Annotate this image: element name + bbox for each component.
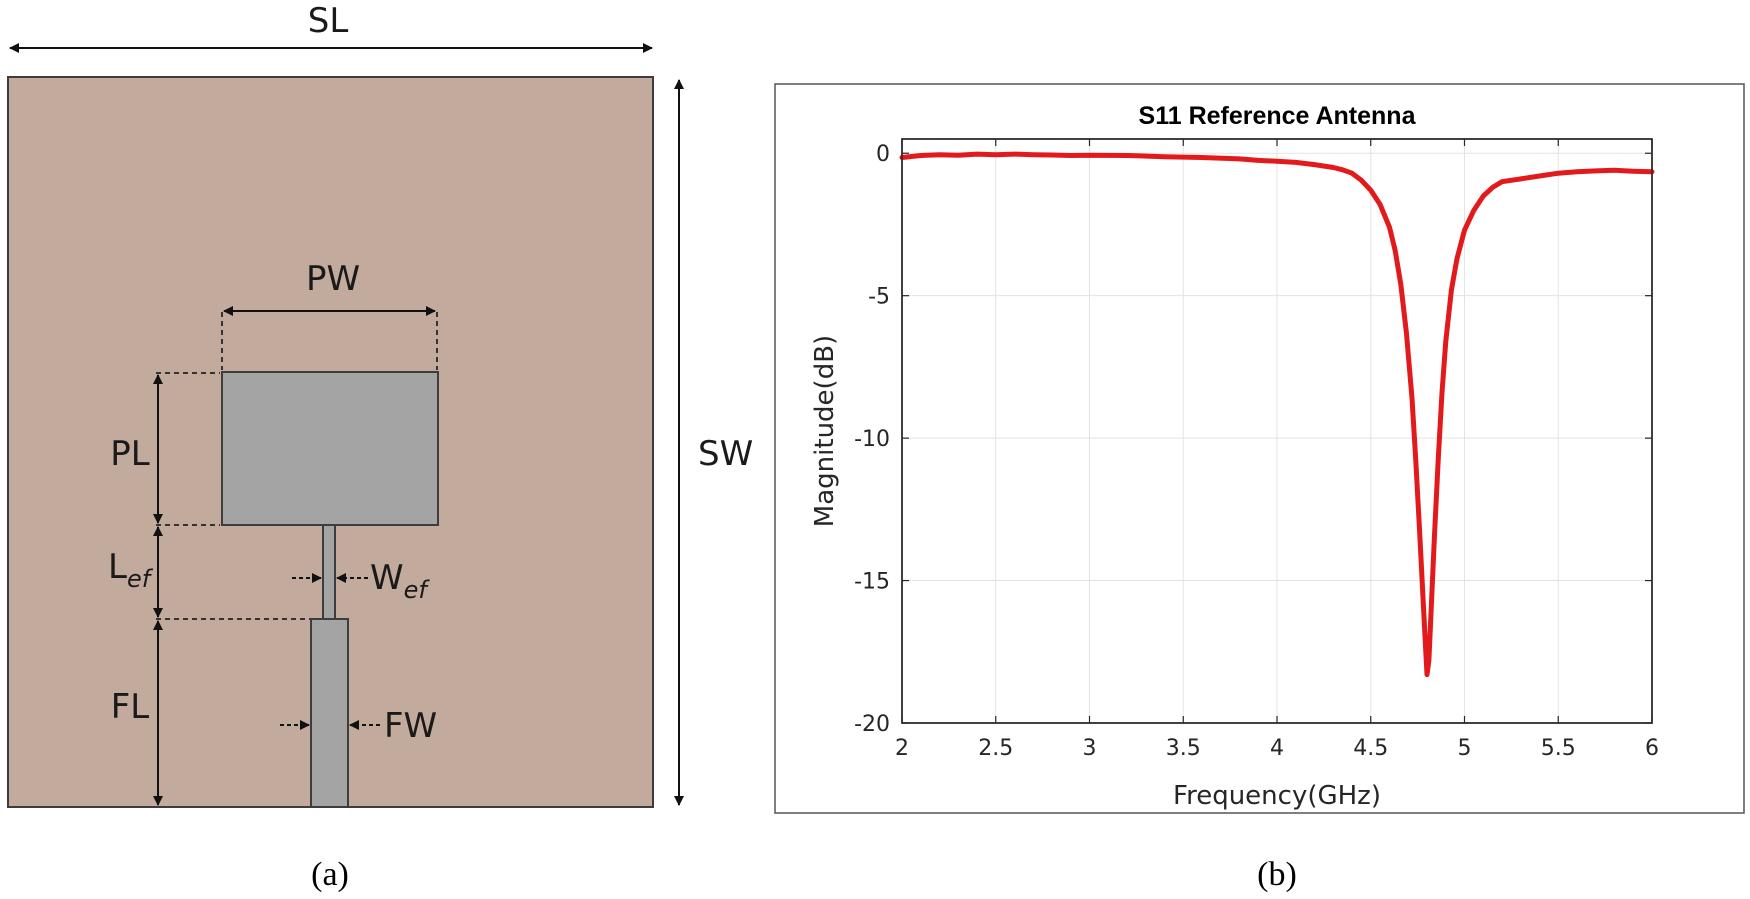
inset-feed-line [322, 524, 336, 620]
feed-line [310, 618, 349, 808]
x-tick-label: 2.5 [978, 736, 1013, 761]
fl-label: FL [111, 687, 150, 727]
x-tick-label: 5 [1458, 736, 1472, 761]
chart-title: S11 Reference Antenna [1139, 102, 1417, 130]
x-tick-label: 5.5 [1541, 736, 1576, 761]
y-tick-label: -5 [868, 285, 890, 310]
sl-label: SL [308, 1, 349, 41]
antenna-diagram: SL SW PW PL Lef FL Wef FW (a) [7, 1, 753, 893]
x-tick-label: 6 [1645, 736, 1659, 761]
y-tick-label: -10 [854, 427, 890, 452]
radiating-patch [221, 371, 439, 526]
s11-series-line [899, 151, 1655, 678]
x-tick-label: 4.5 [1353, 736, 1388, 761]
s11-chart: 2 2.5 3 3.5 4 4.5 5 5.5 6 0 -5 -10 -15 -20 S11 Refere… [774, 83, 1745, 893]
x-axis-title: Frequency(GHz) [1173, 781, 1381, 811]
fw-label: FW [384, 706, 437, 746]
panel-b-caption: (b) [1257, 856, 1297, 893]
pl-label: PL [110, 434, 150, 474]
y-tick-label: 0 [876, 142, 890, 167]
x-tick-label: 3.5 [1166, 736, 1201, 761]
lef-label: Lef [108, 547, 154, 593]
y-axis-title: Magnitude(dB) [810, 335, 840, 527]
y-tick-label: -15 [854, 570, 890, 595]
wef-label: Wef [370, 558, 430, 604]
sw-label: SW [698, 434, 753, 474]
x-tick-label: 2 [895, 736, 909, 761]
pw-label: PW [306, 259, 360, 299]
x-tick-label: 3 [1083, 736, 1097, 761]
plot-area-border [901, 138, 1653, 724]
x-tick-label: 4 [1270, 736, 1284, 761]
axis-ticks: 2 2.5 3 3.5 4 4.5 5 5.5 6 0 -5 -10 -15 -20 [854, 139, 1659, 761]
y-tick-label: -20 [854, 712, 890, 737]
series-layer [899, 151, 1655, 678]
panel-a-caption: (a) [311, 856, 349, 893]
